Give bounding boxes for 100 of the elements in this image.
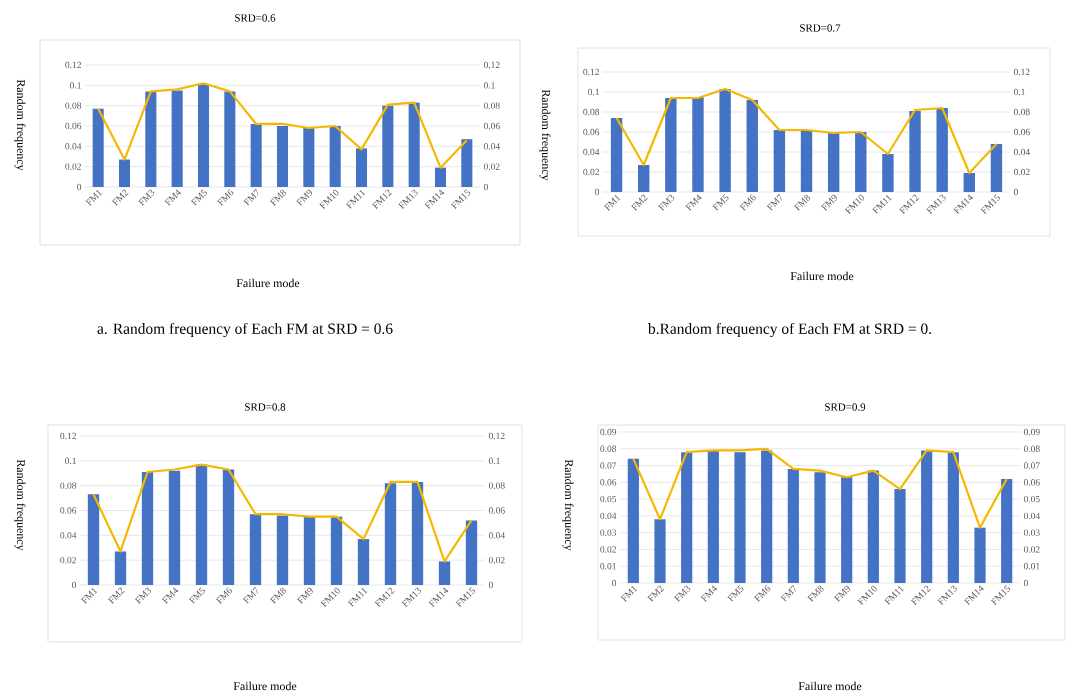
y2-tick-label: 0.02 [488,556,505,564]
bar [773,129,786,192]
chart-title: SRD=0.9 [825,403,866,411]
y2-tick-label: 0.06 [488,507,505,514]
bar [329,125,341,187]
bar [867,470,879,583]
y2-tick-label: 0.04 [488,532,505,539]
y-tick-label: 0.12 [60,432,76,440]
bar [141,472,154,585]
bar [249,514,262,585]
bar [936,107,948,192]
y2-tick-label: 0.04 [1023,512,1040,520]
x-tick-label: FM1 [620,585,638,602]
bar [787,468,799,583]
y-tick-label: 0.06 [583,128,600,136]
y2-tick-label: 0 [488,581,493,589]
x-tick-label: FM8 [269,189,287,206]
y2-tick-label: 0.02 [1023,546,1040,553]
bar [355,148,368,187]
y-tick-label: 0.1 [70,82,81,89]
chart-title: SRD=0.6 [235,14,276,22]
y2-tick-label: 0.02 [483,163,500,170]
y2-tick-label: 0 [483,183,488,191]
y2-tick-label: 0.12 [488,432,505,440]
bar [411,481,424,585]
bar [894,489,906,583]
y-tick-label: 0.04 [600,512,617,520]
bar [990,143,1003,192]
bar [465,520,478,585]
bar [224,91,236,187]
bar [197,84,210,187]
bar [303,516,316,585]
x-tick-label: FM8 [793,194,811,211]
bar [330,516,343,585]
bar [92,108,104,187]
bar [974,527,986,583]
text: a. Random frequency of Each FM at SRD = 0.6 [97,322,393,338]
y-tick-label: 0.08 [60,482,77,489]
bar [692,96,704,192]
bar [276,125,289,187]
x-tick-label: FM8 [269,587,287,604]
y-tick-label: 0.02 [60,556,76,564]
text: b.Random frequency of Each FM at SRD = 0. [647,322,932,338]
y2-tick-label: 0.05 [1023,495,1040,503]
bar [250,123,262,187]
line-series [97,82,468,169]
bar [855,131,867,192]
y-tick-label: 0.04 [65,143,82,150]
y2-tick-label: 0.06 [483,122,500,130]
x-axis-title: Failure mode [798,681,862,691]
y2-tick-label: 0.06 [1013,128,1030,136]
bar [719,88,731,192]
bar [384,483,397,585]
x-axis-title: Failure mode [233,681,297,691]
bar [827,132,840,192]
y2-tick-label: 0.1 [488,457,500,465]
line-series [92,463,473,563]
y-tick-label: 0.1 [65,457,76,465]
y-tick-label: 0.08 [600,445,617,452]
bar [610,117,623,192]
bar [145,91,157,187]
y2-tick-label: 0.12 [483,61,500,69]
y-tick-label: 0.02 [600,546,616,553]
y-tick-label: 0.04 [60,532,77,539]
y-tick-label: 0.1 [588,88,599,96]
y2-tick-label: 0.08 [483,102,500,109]
x-axis-title: Failure mode [236,278,300,288]
y-tick-label: 0.02 [65,163,81,170]
bar [276,515,289,585]
y-tick-label: 0 [595,188,600,196]
y-tick-label: 0 [72,581,77,589]
bar [357,539,370,585]
y-tick-label: 0.12 [65,61,81,69]
x-tick-label: FM1 [85,189,103,206]
x-tick-label: FM7 [243,188,259,206]
y-axis-title: Random frequency [562,459,574,551]
bar [168,470,181,585]
bar [434,167,447,187]
bar [921,450,933,583]
bar [87,494,100,585]
bar [1001,478,1013,583]
y2-tick-label: 0.1 [483,82,495,89]
y-tick-label: 0.06 [60,507,77,514]
bar [707,450,719,583]
y-tick-label: 0 [612,579,617,587]
bar [114,551,127,585]
bar [654,519,666,583]
bar [438,561,451,585]
bar [118,159,131,187]
y2-tick-label: 0 [1023,579,1028,587]
y-axis-title: Random frequency [14,459,26,551]
bar [947,452,959,583]
y2-tick-label: 0.08 [1013,108,1030,116]
y-axis-title: Random frequency [14,79,26,171]
y2-tick-label: 0.08 [1023,445,1040,452]
chart-title: SRD=0.8 [245,403,286,411]
x-tick-label: FM1 [603,194,621,211]
y2-tick-label: 0.12 [1013,68,1030,76]
y2-tick-label: 0.02 [1013,168,1030,176]
y-tick-label: 0.08 [583,108,600,116]
